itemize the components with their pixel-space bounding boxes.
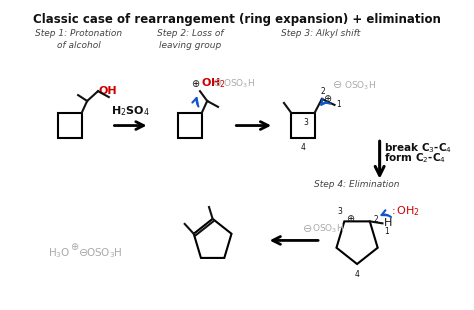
Text: :$\,$OH$_2$: :$\,$OH$_2$	[392, 204, 420, 218]
Text: ⊕: ⊕	[346, 215, 354, 224]
Text: 4: 4	[301, 143, 305, 152]
Text: Step 4: Elimination: Step 4: Elimination	[314, 179, 400, 188]
Text: H: H	[384, 218, 392, 228]
Text: ⊖: ⊖	[213, 78, 223, 88]
Text: H$_3$O: H$_3$O	[48, 246, 70, 260]
Text: OH$_2$: OH$_2$	[201, 76, 226, 90]
Text: 2: 2	[320, 87, 325, 96]
Text: OH: OH	[99, 86, 118, 96]
Text: form C$_2$-C$_4$: form C$_2$-C$_4$	[384, 151, 446, 165]
Text: OSO$_3$H: OSO$_3$H	[344, 79, 375, 91]
Text: ⊕: ⊕	[323, 94, 331, 104]
Text: ⊖: ⊖	[79, 248, 88, 258]
Text: 1: 1	[384, 227, 389, 236]
Text: ⊖: ⊖	[333, 80, 343, 90]
Text: 1: 1	[337, 100, 341, 109]
Text: OSO$_3$H: OSO$_3$H	[312, 222, 344, 235]
Text: break C$_3$-C$_4$: break C$_3$-C$_4$	[384, 141, 452, 155]
Text: Classic case of rearrangement (ring expansion) + elimination: Classic case of rearrangement (ring expa…	[33, 13, 441, 26]
Text: 3: 3	[303, 118, 308, 127]
Text: Step 2: Loss of
leaving group: Step 2: Loss of leaving group	[157, 29, 223, 50]
Text: H$_2$SO$_4$: H$_2$SO$_4$	[111, 104, 150, 118]
Text: ⊖: ⊖	[303, 224, 312, 234]
Text: OSO$_3$H: OSO$_3$H	[86, 246, 123, 260]
Text: 4: 4	[355, 270, 359, 279]
Text: 3: 3	[337, 207, 343, 216]
Text: 2: 2	[374, 215, 378, 224]
Text: Step 1: Protonation
of alcohol: Step 1: Protonation of alcohol	[36, 29, 123, 50]
Text: OSO$_3$H: OSO$_3$H	[223, 77, 255, 90]
Text: ⊕: ⊕	[191, 79, 199, 89]
Text: Step 3: Alkyl shift: Step 3: Alkyl shift	[282, 29, 361, 38]
Text: ⊕: ⊕	[70, 242, 78, 252]
